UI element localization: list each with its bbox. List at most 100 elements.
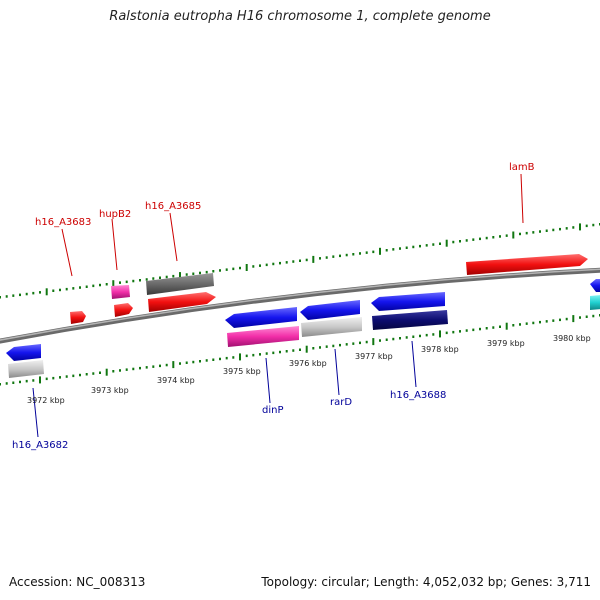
label-h16_A3685[interactable]: h16_A3685 [145,201,201,212]
upper-minor-tick [539,230,541,233]
lower-minor-tick [0,383,1,386]
leader-h16_A3682 [32,387,39,438]
genome-summary-text: Topology: circular; Length: 4,052,032 bp… [261,575,591,589]
upper-minor-tick [25,292,28,296]
gene-rarD-arrow[interactable] [300,300,360,320]
lower-minor-tick [405,336,408,339]
lower-minor-tick [545,320,548,323]
gene-cyan-arrow[interactable] [590,295,600,310]
lower-minor-tick [579,316,581,319]
map-title: Ralstonia eutropha H16 chromosome 1, com… [109,9,491,24]
lower-major-tick [372,338,375,346]
upper-minor-tick [552,228,555,232]
lower-minor-tick [392,337,395,341]
upper-minor-tick [5,295,8,298]
upper-minor-tick [159,276,161,279]
gene-gray-light-arrow[interactable] [8,360,44,378]
upper-minor-tick [565,227,568,230]
gene-h16_A3683-arrow[interactable] [70,311,86,324]
upper-minor-tick [199,271,201,275]
upper-minor-tick [345,253,348,257]
label-hupB2[interactable]: hupB2 [99,209,131,220]
lower-minor-tick [232,356,235,359]
lower-minor-tick [285,350,288,353]
lower-major-tick [505,322,508,330]
upper-minor-tick [65,287,68,291]
upper-minor-tick [592,223,595,227]
upper-minor-tick [472,238,475,241]
lower-minor-tick [492,326,495,329]
upper-minor-tick [525,231,528,235]
lower-minor-tick [145,366,148,369]
upper-minor-tick [59,288,61,292]
gene-dinP-arrow[interactable] [225,307,297,328]
upper-minor-tick [132,279,135,283]
upper-major-tick [179,272,181,280]
upper-minor-tick [559,227,561,231]
gene-h16_A3682-arrow[interactable] [6,344,41,361]
lower-minor-tick [512,324,515,327]
label-h16_A3688[interactable]: h16_A3688 [390,390,446,401]
label-dinP[interactable]: dinP [262,405,284,416]
lower-minor-tick [332,344,335,348]
upper-minor-tick [79,286,81,289]
lower-major-tick [172,361,175,369]
lower-minor-tick [79,373,81,377]
upper-minor-tick [119,281,121,284]
gene-lamB-arrow[interactable] [466,254,588,275]
upper-minor-tick [279,261,281,265]
label-h16_A3682[interactable]: h16_A3682 [12,440,68,451]
lower-minor-tick [192,360,195,364]
lower-minor-tick [52,376,55,380]
upper-minor-tick [285,261,288,264]
gene-h16_A3685-arrow[interactable] [146,273,214,295]
lower-minor-tick [179,362,181,365]
upper-minor-tick [499,235,501,238]
tick-label: 3973 kbp [91,386,129,395]
gene-red-small-arrow[interactable] [114,303,133,317]
upper-minor-tick [505,234,508,237]
gene-red-large-arrow[interactable] [148,292,216,312]
upper-minor-tick [152,277,155,280]
upper-major-tick [312,255,315,263]
gene-h16_A3688-arrow[interactable] [371,292,445,311]
label-rarD[interactable]: rarD [330,397,352,408]
upper-tick-row [0,223,600,299]
leader-hupB2 [111,218,118,271]
label-leaders [32,173,524,438]
lower-minor-tick [419,334,421,338]
upper-major-tick [379,247,381,255]
lower-minor-tick [352,342,355,345]
upper-major-tick [579,223,581,231]
label-lamB[interactable]: lamB [509,162,535,173]
upper-minor-tick [325,256,328,259]
lower-minor-tick [379,339,381,342]
lower-minor-tick [359,341,361,345]
upper-minor-tick [205,270,208,274]
upper-minor-tick [332,255,335,258]
lower-minor-tick [472,328,475,332]
label-h16_A3683[interactable]: h16_A3683 [35,217,91,228]
gene-pink-arrow[interactable] [227,326,299,347]
upper-minor-tick [399,247,401,250]
lower-minor-tick [385,338,388,341]
upper-minor-tick [365,251,368,254]
lower-minor-tick [85,373,88,376]
gene-blue-edge-arrow[interactable] [590,279,600,292]
upper-minor-tick [239,266,241,270]
lower-minor-tick [585,315,588,318]
lower-minor-tick [399,337,401,340]
upper-minor-tick [459,240,461,243]
lower-minor-tick [119,369,121,372]
lower-minor-tick [532,321,535,325]
upper-minor-tick [105,283,108,286]
upper-minor-tick [125,280,128,284]
upper-minor-tick [352,253,355,256]
gene-gray-arrow[interactable] [301,317,362,337]
upper-minor-tick [72,287,75,290]
lower-minor-tick [139,366,141,370]
upper-minor-tick [359,252,361,255]
gene-navy-arrow[interactable] [372,310,448,330]
gene-hupB2-arrow[interactable] [111,285,130,299]
